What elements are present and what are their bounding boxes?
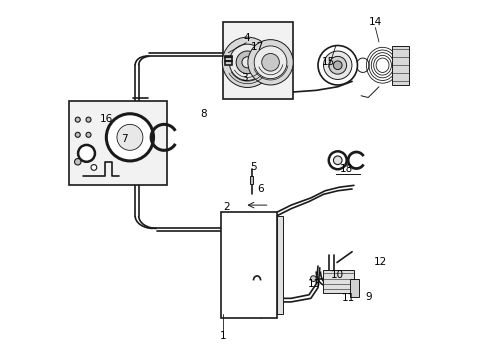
Circle shape xyxy=(254,46,286,79)
Text: 15: 15 xyxy=(322,57,335,67)
Circle shape xyxy=(74,158,81,165)
Text: 10: 10 xyxy=(330,270,344,280)
Text: 4: 4 xyxy=(243,33,249,43)
Bar xyxy=(276,216,283,315)
Text: 7: 7 xyxy=(121,134,127,144)
Bar xyxy=(391,45,408,85)
Bar xyxy=(221,212,276,318)
Circle shape xyxy=(333,61,342,69)
Circle shape xyxy=(222,37,272,87)
Circle shape xyxy=(106,114,153,161)
Text: 6: 6 xyxy=(257,184,264,194)
Circle shape xyxy=(117,124,142,150)
Text: 18: 18 xyxy=(339,164,353,174)
Text: 5: 5 xyxy=(250,162,256,172)
Circle shape xyxy=(333,156,341,165)
Bar xyxy=(69,101,167,185)
Bar xyxy=(131,134,140,139)
Text: 9: 9 xyxy=(364,292,371,302)
Circle shape xyxy=(242,57,252,68)
Bar xyxy=(224,56,231,65)
Circle shape xyxy=(86,132,91,137)
Circle shape xyxy=(78,145,95,162)
Circle shape xyxy=(317,45,357,85)
Circle shape xyxy=(86,117,91,122)
Text: 16: 16 xyxy=(100,114,113,124)
Circle shape xyxy=(75,117,80,122)
Circle shape xyxy=(323,51,351,80)
Text: 17: 17 xyxy=(250,42,263,52)
Circle shape xyxy=(75,132,80,137)
Circle shape xyxy=(310,276,316,282)
Bar xyxy=(349,279,359,297)
Text: 8: 8 xyxy=(200,109,206,119)
Text: 3: 3 xyxy=(241,73,247,83)
Text: 14: 14 xyxy=(368,17,381,27)
Circle shape xyxy=(328,151,346,169)
Bar xyxy=(335,174,360,175)
Bar xyxy=(223,22,292,99)
Circle shape xyxy=(247,40,293,85)
Text: 13: 13 xyxy=(307,279,321,289)
Circle shape xyxy=(91,165,97,170)
Bar xyxy=(323,270,353,293)
Text: 2: 2 xyxy=(223,202,229,212)
Circle shape xyxy=(229,44,265,80)
Text: 1: 1 xyxy=(219,331,226,341)
Text: 12: 12 xyxy=(373,257,386,267)
Text: 11: 11 xyxy=(341,293,354,303)
Circle shape xyxy=(328,57,346,74)
Circle shape xyxy=(261,54,279,71)
Bar xyxy=(249,176,253,184)
Circle shape xyxy=(236,51,258,74)
